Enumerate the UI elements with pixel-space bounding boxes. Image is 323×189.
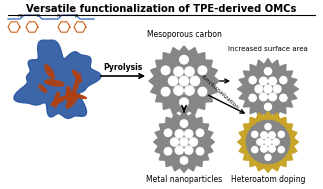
Circle shape (280, 94, 287, 101)
Ellipse shape (66, 92, 86, 98)
Circle shape (280, 77, 287, 84)
Text: Mesoporous carbon: Mesoporous carbon (147, 30, 222, 39)
Circle shape (261, 132, 267, 139)
Ellipse shape (67, 86, 71, 103)
Circle shape (190, 138, 197, 146)
Circle shape (174, 86, 183, 95)
Text: Heteroatom doping: Heteroatom doping (231, 175, 305, 184)
Polygon shape (237, 59, 298, 119)
Circle shape (180, 157, 188, 164)
Circle shape (265, 103, 272, 110)
Ellipse shape (66, 94, 78, 108)
Circle shape (269, 93, 276, 101)
Circle shape (269, 146, 275, 152)
Circle shape (273, 85, 281, 93)
Ellipse shape (51, 96, 68, 105)
Ellipse shape (45, 65, 54, 79)
Circle shape (278, 131, 284, 137)
Circle shape (249, 77, 256, 84)
Circle shape (161, 87, 170, 96)
Circle shape (264, 85, 272, 93)
Circle shape (265, 154, 271, 160)
Ellipse shape (73, 74, 80, 95)
Circle shape (168, 76, 178, 86)
Text: m: m (18, 13, 22, 18)
Circle shape (164, 148, 172, 155)
Text: n: n (57, 13, 59, 18)
Circle shape (269, 77, 276, 85)
Ellipse shape (73, 70, 82, 82)
Circle shape (260, 77, 267, 85)
Circle shape (175, 146, 183, 154)
Circle shape (180, 120, 188, 127)
Text: Pyrolysis: Pyrolysis (103, 63, 143, 72)
Text: p: p (74, 13, 78, 18)
Polygon shape (14, 40, 101, 119)
Circle shape (198, 87, 207, 96)
Circle shape (190, 76, 200, 86)
Circle shape (198, 66, 207, 75)
Circle shape (260, 93, 267, 101)
Circle shape (265, 68, 272, 75)
Circle shape (269, 132, 275, 139)
Polygon shape (153, 112, 214, 172)
Circle shape (257, 139, 264, 145)
Circle shape (278, 147, 284, 153)
Circle shape (265, 124, 271, 130)
Circle shape (161, 66, 170, 75)
Circle shape (179, 76, 189, 86)
Circle shape (185, 86, 194, 95)
Text: Metal nanoparticles: Metal nanoparticles (146, 175, 222, 184)
Circle shape (180, 138, 188, 146)
Ellipse shape (45, 80, 64, 86)
Ellipse shape (39, 85, 47, 92)
Circle shape (185, 67, 194, 76)
Text: Increased surface area: Increased surface area (228, 46, 308, 52)
Polygon shape (149, 46, 219, 116)
Circle shape (180, 98, 188, 107)
Circle shape (252, 147, 258, 153)
Circle shape (249, 94, 256, 101)
Circle shape (180, 55, 188, 64)
Circle shape (255, 85, 263, 93)
Circle shape (185, 146, 193, 154)
Circle shape (196, 129, 204, 136)
Circle shape (164, 129, 172, 136)
Text: functionalization: functionalization (200, 74, 240, 110)
Circle shape (171, 138, 179, 146)
Circle shape (175, 130, 183, 138)
Circle shape (196, 148, 204, 155)
Text: x: x (36, 13, 39, 18)
Circle shape (246, 120, 290, 164)
Circle shape (265, 139, 271, 145)
Circle shape (273, 139, 279, 145)
Circle shape (174, 67, 183, 76)
Polygon shape (238, 112, 298, 172)
Ellipse shape (54, 92, 59, 107)
Circle shape (252, 131, 258, 137)
Circle shape (261, 146, 267, 152)
Text: Versatile functionalization of TPE-derived OMCs: Versatile functionalization of TPE-deriv… (26, 4, 297, 14)
Circle shape (185, 130, 193, 138)
